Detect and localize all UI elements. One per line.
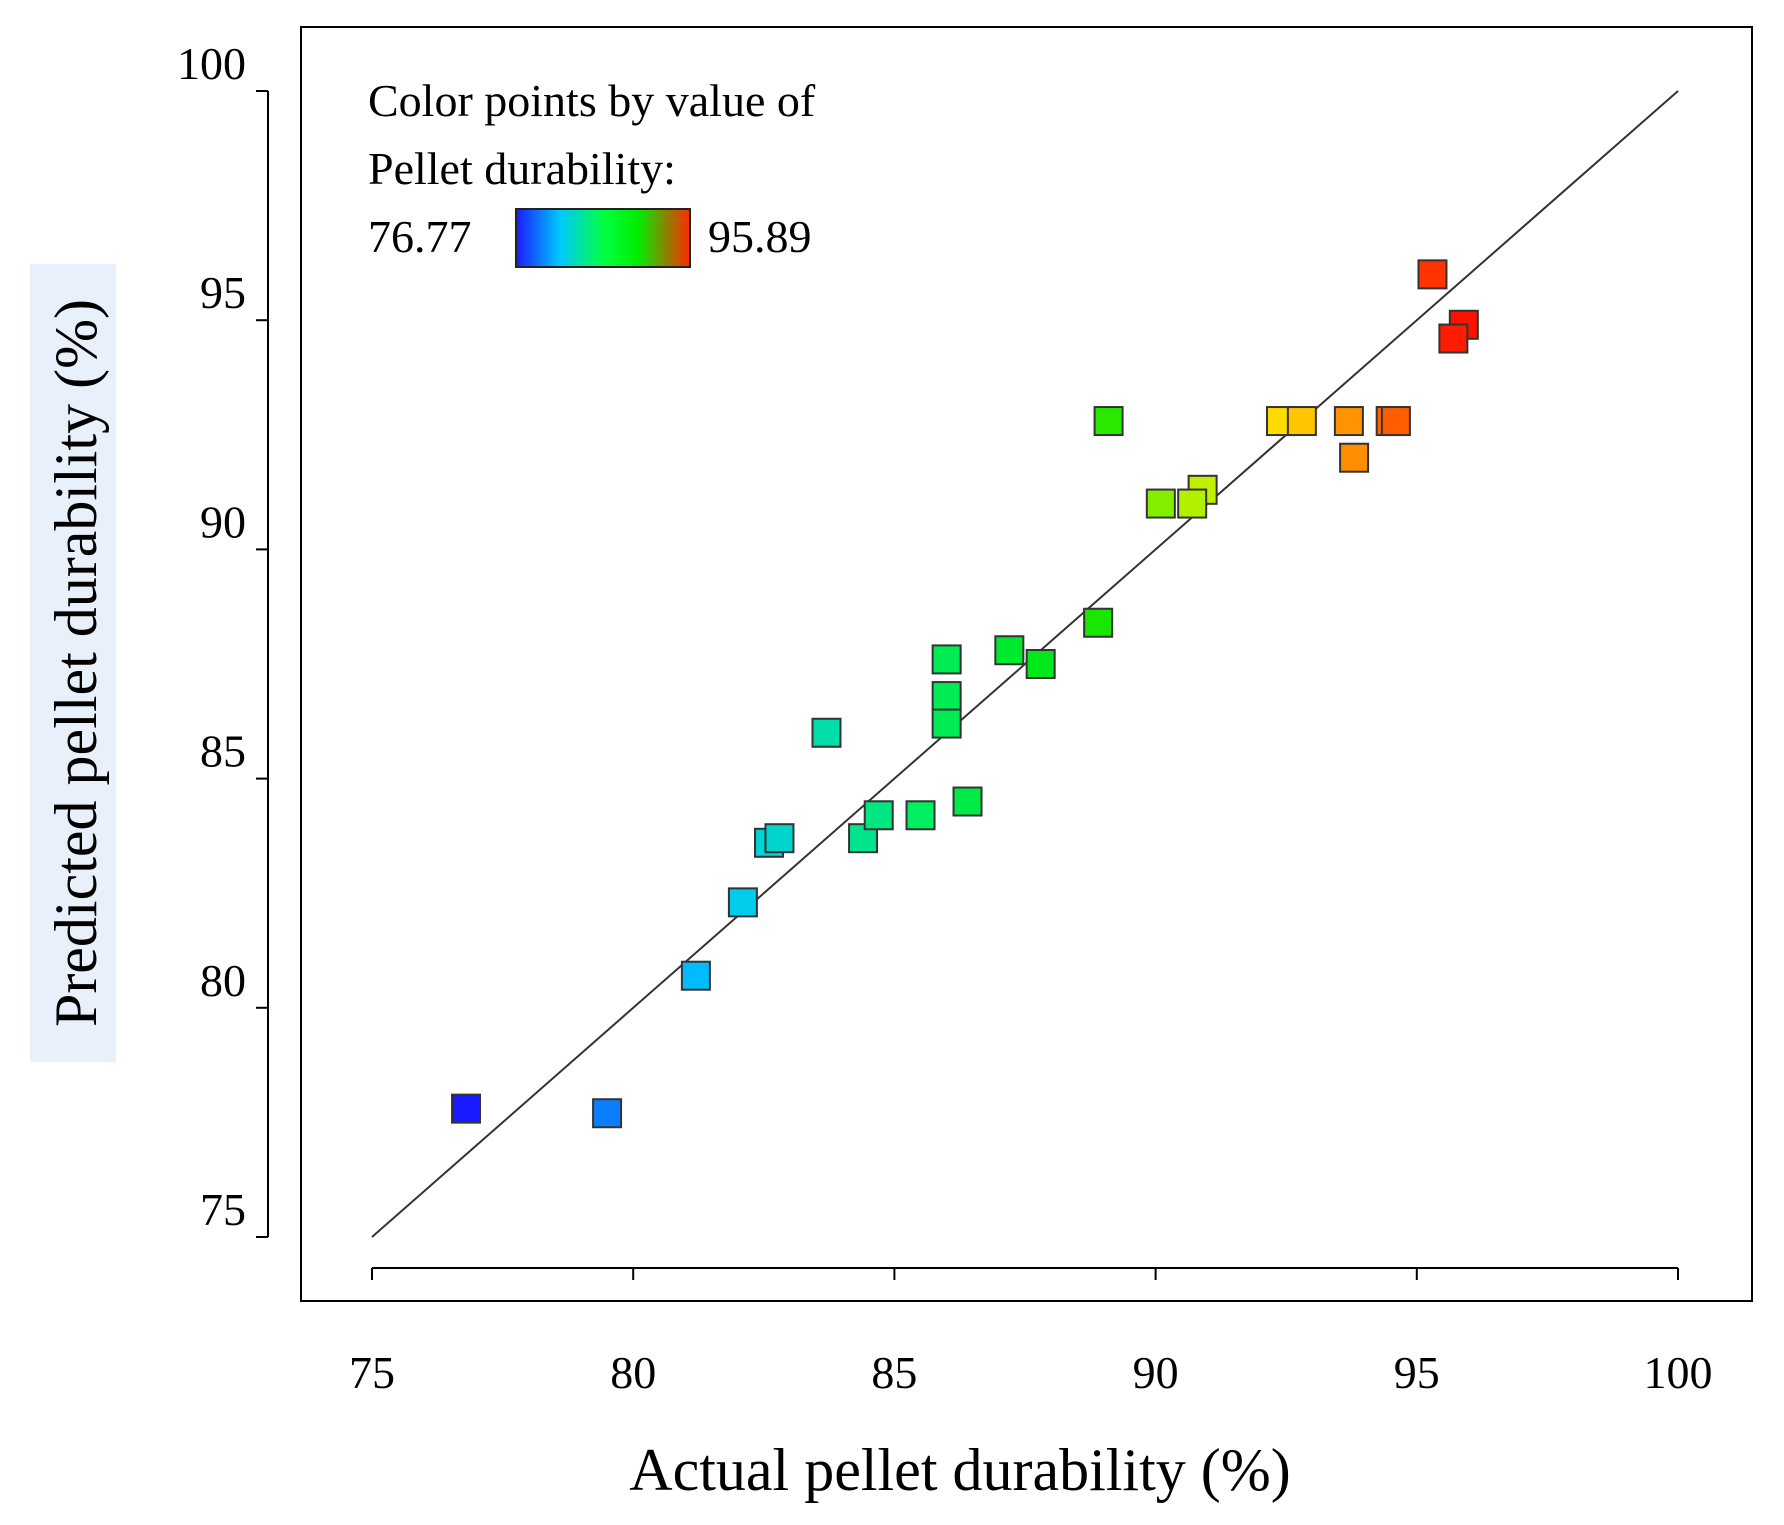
y-axis-title: Predicted pellet durability (%) [43, 299, 109, 1027]
data-point [848, 823, 879, 854]
data-point [931, 644, 962, 675]
data-point [1333, 406, 1364, 437]
y-axis-title-highlight [30, 264, 116, 1062]
data-point [1083, 607, 1114, 638]
data-point [592, 1098, 623, 1129]
y-tick-label: 100 [177, 38, 246, 89]
data-point [1177, 488, 1208, 519]
x-tick-label: 85 [871, 1347, 917, 1398]
data-point [931, 681, 962, 712]
data-point [680, 960, 711, 991]
data-point [1093, 406, 1124, 437]
x-tick-label: 95 [1394, 1347, 1440, 1398]
x-tick-label: 100 [1644, 1347, 1713, 1398]
data-point [1417, 259, 1448, 290]
data-point [994, 635, 1025, 666]
data-point [1380, 406, 1411, 437]
data-point [1286, 406, 1317, 437]
legend-title-line2: Pellet durability: [368, 143, 676, 194]
x-tick-label: 75 [349, 1347, 395, 1398]
data-point [451, 1093, 482, 1124]
y-tick-label: 80 [200, 955, 246, 1006]
x-ticks: 75 80 85 90 95 100 [349, 1268, 1713, 1398]
legend-title-line1: Color points by value of [368, 75, 816, 126]
y-tick-label: 90 [200, 496, 246, 547]
data-point [811, 717, 842, 748]
x-tick-label: 80 [610, 1347, 656, 1398]
plot-frame [300, 26, 1753, 1302]
data-point [1025, 649, 1056, 679]
x-axis-title: Actual pellet durability (%) [629, 1437, 1290, 1503]
data-point [764, 823, 795, 854]
x-tick-label: 90 [1133, 1347, 1179, 1398]
legend-max-label: 95.89 [708, 211, 812, 262]
data-points [451, 259, 1479, 1129]
legend-min-label: 76.77 [368, 211, 472, 262]
data-point [952, 786, 983, 817]
y-ticks: 75 80 85 90 95 100 [177, 38, 268, 1238]
data-point [905, 800, 936, 831]
y-tick-label: 85 [200, 726, 246, 777]
data-point [727, 887, 758, 918]
data-point [1339, 442, 1370, 473]
legend: Color points by value of Pellet durabili… [368, 75, 816, 268]
data-point [931, 708, 962, 739]
y-tick-label: 95 [200, 267, 246, 318]
reference-line [371, 90, 1679, 1238]
legend-gradient-bar [515, 208, 691, 268]
data-point [1145, 488, 1176, 519]
data-point [1438, 323, 1469, 354]
data-point [863, 800, 894, 831]
y-tick-label: 75 [200, 1184, 246, 1235]
